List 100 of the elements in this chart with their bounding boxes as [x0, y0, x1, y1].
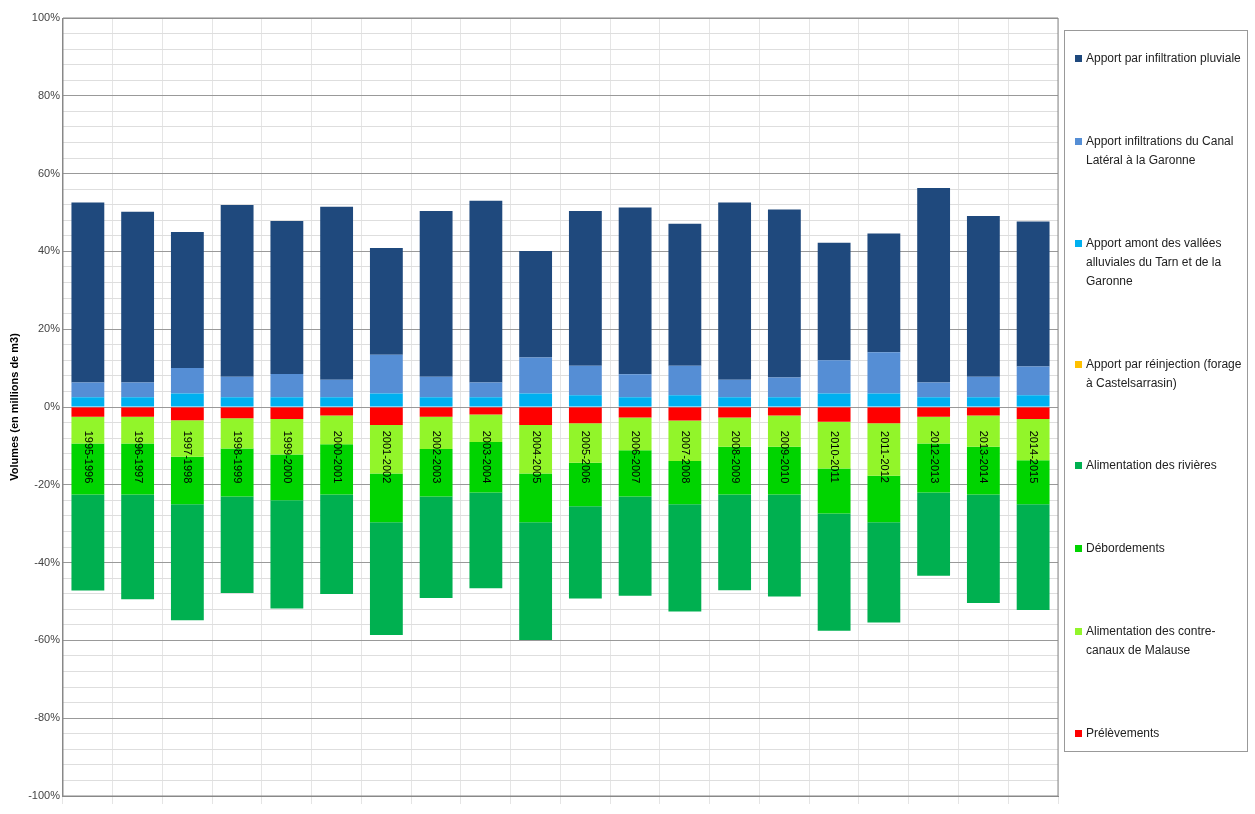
bar — [817, 360, 851, 394]
bar — [369, 407, 403, 425]
bar — [568, 506, 602, 599]
bar — [867, 393, 901, 407]
bar — [419, 397, 453, 407]
bar — [618, 374, 652, 398]
bar — [1016, 395, 1050, 407]
bar — [966, 407, 1000, 416]
legend-label: Apport amont des vallées alluviales du Tarn et de la Garonne — [1086, 234, 1223, 290]
legend-label: Alimentation des rivières — [1086, 457, 1217, 475]
bar — [767, 494, 801, 597]
bar — [519, 251, 553, 358]
bar — [519, 522, 553, 641]
bar — [817, 513, 851, 631]
bar — [320, 397, 354, 407]
bar — [568, 365, 602, 396]
bar — [519, 357, 553, 394]
bar — [1016, 221, 1050, 367]
bar — [270, 221, 304, 374]
bar — [867, 233, 901, 353]
x-tick-label: 1998-1999 — [232, 430, 245, 484]
bar — [419, 496, 453, 598]
bar — [767, 397, 801, 407]
bar — [519, 393, 553, 407]
bar — [668, 223, 702, 366]
bar — [867, 352, 901, 394]
x-tick-label: 2003-2004 — [480, 430, 493, 484]
bar — [121, 494, 155, 600]
bar — [220, 496, 254, 593]
bar — [618, 207, 652, 375]
bar — [519, 407, 553, 425]
bar — [1016, 366, 1050, 396]
bar — [369, 247, 403, 355]
y-tick-label: -40% — [34, 555, 61, 568]
bar — [867, 522, 901, 623]
bar — [469, 382, 503, 398]
y-axis-title: Volumes (en millions de m3) — [7, 332, 20, 481]
bar — [966, 376, 1000, 398]
bar — [917, 397, 951, 407]
bar — [170, 504, 204, 621]
bar — [618, 496, 652, 596]
bar — [121, 382, 155, 398]
bar — [668, 504, 702, 612]
x-tick-label: 1995-1996 — [82, 430, 95, 484]
bar — [220, 407, 254, 419]
x-tick-label: 2005-2006 — [580, 430, 593, 484]
bar — [71, 407, 105, 417]
bar — [71, 494, 105, 591]
bar — [270, 407, 304, 420]
bar — [419, 376, 453, 398]
bar — [718, 202, 752, 380]
x-tick-label: 1999-2000 — [281, 430, 294, 484]
bar — [220, 376, 254, 398]
bar — [320, 206, 354, 380]
bar — [668, 395, 702, 407]
bar — [917, 187, 951, 383]
bar — [170, 407, 204, 421]
x-tick-label: 2004-2005 — [530, 430, 543, 484]
bar — [320, 494, 354, 595]
bar — [917, 407, 951, 417]
legend-label: Débordements — [1086, 540, 1165, 558]
bar — [369, 522, 403, 635]
y-tick-label: 40% — [37, 244, 61, 257]
x-tick-label: 2011-2012 — [878, 431, 891, 483]
bar — [767, 407, 801, 416]
y-tick-label: -20% — [34, 477, 61, 490]
y-tick-label: -80% — [34, 711, 61, 724]
bar — [170, 231, 204, 369]
bar — [469, 200, 503, 383]
bar — [718, 407, 752, 418]
y-tick-label: 100% — [31, 11, 61, 24]
legend-label: Apport par infiltration pluviale — [1086, 50, 1241, 67]
bar — [668, 365, 702, 396]
y-tick-label: 80% — [37, 88, 61, 101]
legend-label: Apport par réinjection (forage à Castelsarrasin) — [1086, 355, 1243, 392]
bar — [121, 407, 155, 417]
x-tick-label: 1996-1997 — [132, 430, 145, 484]
bar — [618, 397, 652, 407]
x-tick-label: 1997-1998 — [182, 430, 195, 484]
x-tick-label: 2013-2014 — [978, 430, 991, 484]
bar — [220, 205, 254, 377]
bar — [817, 393, 851, 407]
bar — [1016, 407, 1050, 420]
bar — [917, 492, 951, 576]
bar — [817, 407, 851, 422]
bar — [320, 379, 354, 398]
bar — [419, 210, 453, 377]
bar — [71, 397, 105, 407]
bar — [419, 407, 453, 417]
y-tick-label: 0% — [44, 400, 61, 413]
bar — [867, 407, 901, 424]
x-tick-label: 2007-2008 — [679, 430, 692, 484]
x-tick-label: 2009-2010 — [779, 430, 792, 484]
legend-label: Alimentation des contre-canaux de Malause — [1086, 623, 1217, 660]
bar — [220, 397, 254, 407]
x-tick-label: 2006-2007 — [630, 430, 643, 484]
bar — [568, 407, 602, 424]
bar — [121, 211, 155, 383]
bar — [668, 407, 702, 421]
bar — [1016, 504, 1050, 611]
